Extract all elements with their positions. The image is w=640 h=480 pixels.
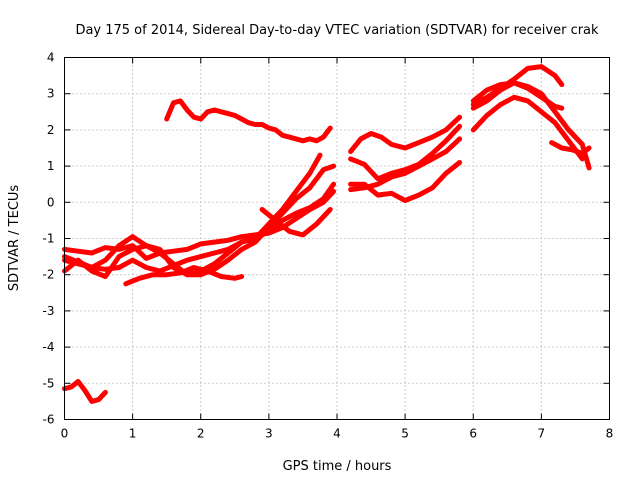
y-tick-label: 3 <box>47 87 55 101</box>
x-axis-label: GPS time / hours <box>283 459 392 474</box>
grid-lines <box>64 57 610 420</box>
series-track-3 <box>62 188 337 261</box>
x-tick-label: 7 <box>538 427 546 441</box>
y-tick-label: 0 <box>47 195 55 209</box>
y-tick-label: -2 <box>43 268 55 282</box>
series-track-12 <box>348 160 463 203</box>
chart-title: Day 175 of 2014, Sidereal Day-to-day VTE… <box>75 23 599 38</box>
series-track-2 <box>164 98 333 144</box>
y-tick-label: -1 <box>43 232 55 246</box>
y-tick-label: 1 <box>47 159 55 173</box>
series-track-9 <box>348 114 463 155</box>
x-tick-label: 2 <box>197 427 205 441</box>
data-series <box>62 64 592 404</box>
series-track-1 <box>62 379 108 404</box>
y-tick-label: -3 <box>43 304 55 318</box>
y-axis-label: SDTVAR / TECUs <box>7 185 22 292</box>
y-tick-label: -4 <box>43 340 55 354</box>
axis-ticks <box>64 57 610 420</box>
series-track-15 <box>470 80 565 111</box>
x-tick-label: 0 <box>61 427 69 441</box>
y-tick-label: 4 <box>47 51 55 65</box>
x-tick-label: 3 <box>265 427 273 441</box>
series-track-16 <box>470 94 585 162</box>
series-track-10 <box>348 123 463 182</box>
x-tick-label: 1 <box>129 427 137 441</box>
series-track-14 <box>470 80 592 171</box>
series-track-13 <box>470 64 565 108</box>
series-track-6 <box>62 163 337 279</box>
y-tick-label: 2 <box>47 123 55 137</box>
x-tick-label: 5 <box>401 427 409 441</box>
x-tick-label: 6 <box>469 427 477 441</box>
y-tick-label: -6 <box>43 413 55 427</box>
y-axis-tick-labels: -6 -5 -4 -3 -2 -1 0 1 2 3 4 <box>43 51 55 427</box>
series-track-8 <box>259 207 333 238</box>
y-tick-label: -5 <box>43 376 55 390</box>
x-tick-label: 8 <box>606 427 614 441</box>
x-tick-label: 4 <box>333 427 341 441</box>
series-track-7 <box>123 265 245 287</box>
series-track-17 <box>549 140 592 156</box>
x-axis-tick-labels: 0 1 2 3 4 5 6 7 8 <box>61 427 614 441</box>
